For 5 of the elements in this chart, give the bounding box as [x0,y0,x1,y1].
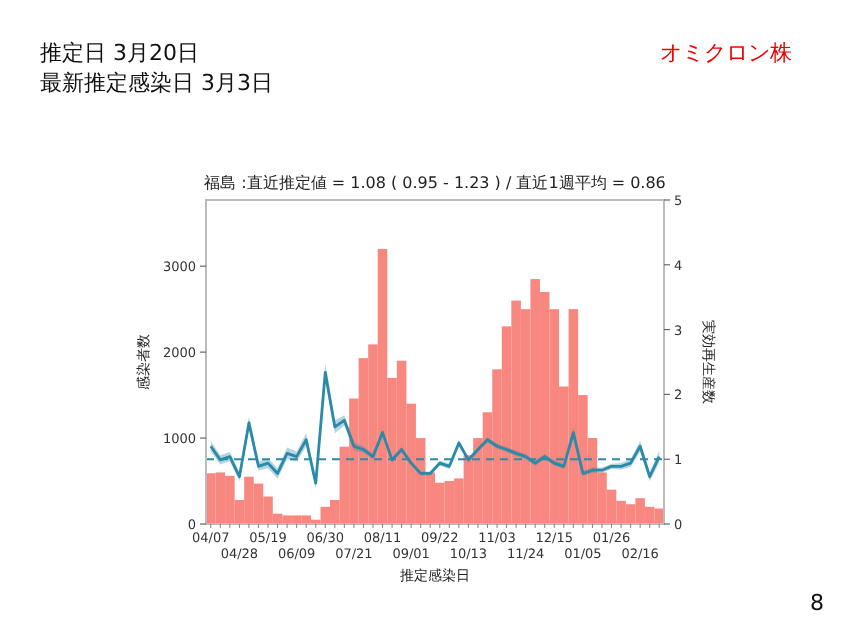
text: 最新推定感染日 3月3日 [40,70,273,96]
text: 8 [810,590,824,616]
text: 推定日 3月20日 [40,40,199,66]
chart-title: 福島 :直近推定値 = 1.08 ( 0.95 - 1.23 ) / 直近1週平均 = 0.86 [204,174,666,192]
text: オミクロン株 [660,40,792,66]
